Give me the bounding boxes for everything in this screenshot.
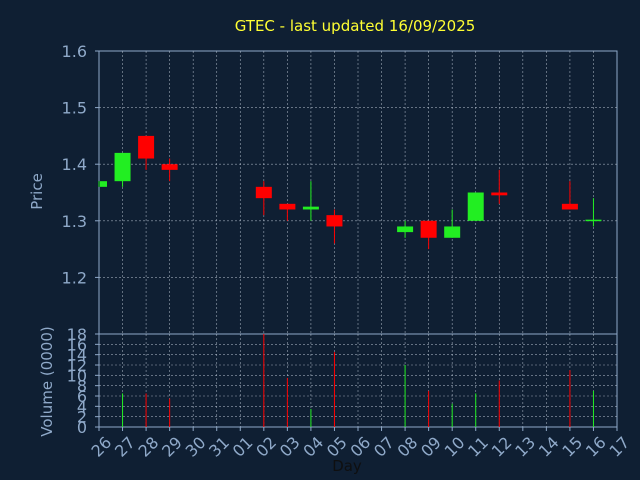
candle-05 — [326, 209, 343, 244]
volume-y-tick-label: 0 — [77, 418, 87, 437]
candle-body — [279, 203, 296, 210]
candle-body — [585, 219, 602, 222]
x-axis-label: Day — [332, 457, 362, 475]
volume-y-tick-label: 8 — [77, 377, 87, 396]
price-y-tick-label: 1.2 — [62, 268, 87, 287]
volume-bar-series — [122, 334, 594, 427]
volume-y-tick-label: 4 — [77, 397, 87, 416]
candle-04 — [302, 181, 319, 221]
volume-y-tick-label: 10 — [67, 366, 87, 385]
candle-body — [444, 226, 461, 238]
candle-27 — [114, 152, 131, 187]
candle-body — [302, 206, 319, 210]
price-y-tick-label: 1.3 — [62, 212, 87, 231]
candle-09 — [420, 220, 437, 250]
price-y-tick-label: 1.6 — [62, 42, 87, 61]
candle-body — [397, 226, 414, 233]
candle-body — [561, 203, 578, 210]
chart-title: GTEC - last updated 16/09/2025 — [235, 17, 476, 35]
candle-28 — [138, 135, 155, 170]
price-y-tick-labels: 1.2 1.3 1.4 1.5 1.6 — [62, 42, 99, 287]
candle-body — [138, 135, 155, 159]
price-y-tick-label: 1.5 — [62, 99, 87, 118]
candle-body — [467, 192, 484, 221]
price-grid — [99, 51, 617, 334]
volume-axis-label: Volume (0000) — [38, 326, 56, 436]
volume-y-tick-label: 2 — [77, 408, 87, 427]
candle-11 — [467, 192, 484, 221]
candle-body — [491, 192, 508, 196]
volume-y-tick-label: 12 — [67, 356, 87, 375]
x-tick-label: 17 — [605, 433, 633, 461]
candle-12 — [491, 169, 508, 204]
candlestick-series — [98, 135, 602, 250]
volume-y-tick-label: 18 — [67, 325, 87, 344]
volume-y-tick-label: 6 — [77, 387, 87, 406]
candle-body — [255, 186, 272, 199]
price-y-tick-label: 1.4 — [62, 155, 87, 174]
volume-y-tick-label: 16 — [67, 335, 87, 354]
candle-03 — [279, 203, 296, 221]
candle-29 — [161, 158, 178, 182]
volume-y-tick-label: 14 — [67, 346, 87, 365]
candle-body — [420, 220, 437, 238]
candle-02 — [255, 181, 272, 216]
price-panel: 1.2 1.3 1.4 1.5 1.6 Price — [28, 42, 618, 335]
price-axis-label: Price — [28, 173, 46, 210]
candle-body — [114, 152, 131, 182]
candle-08 — [397, 220, 414, 238]
x-tick-labels: 2627282930310102030405060708091011121314… — [87, 427, 633, 461]
candle-15 — [561, 181, 578, 210]
candle-16 — [585, 198, 602, 227]
candle-body — [326, 215, 343, 227]
volume-grid — [99, 334, 617, 427]
candle-body — [100, 181, 107, 187]
candle-body — [161, 164, 178, 170]
candle-26 — [98, 181, 107, 187]
candle-10 — [444, 209, 461, 238]
